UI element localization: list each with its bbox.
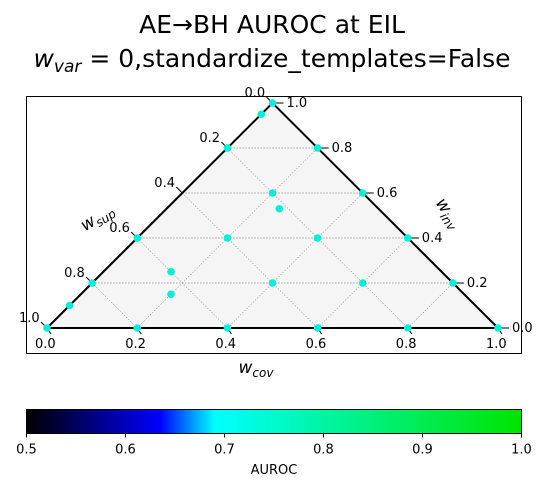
gridline-cov-1 [227, 192, 363, 329]
data-point-23 [494, 324, 502, 332]
colorbar-tick-label-3: 0.8 [313, 443, 334, 458]
ternary-plot-area: 0.0 0.0 0.0 0.2 0.2 0.2 0.4 0.4 0.4 0.6 0.6 0.6 0.8 0… [19, 86, 533, 352]
colorbar-label: AUROC [251, 463, 298, 478]
data-point-21 [404, 324, 412, 332]
data-point-4 [223, 144, 232, 152]
data-point-17 [358, 189, 367, 197]
left-tick-label-3: 0.6 [109, 221, 130, 236]
title-var-symbol: w [33, 44, 54, 73]
bottom-tick-label-3: 0.6 [306, 337, 327, 352]
title-var-sub: var [54, 57, 82, 77]
triangle-outline [44, 101, 501, 329]
data-point-15 [268, 279, 277, 287]
right-tick-label-3: 0.6 [377, 186, 398, 201]
bottom-tick-label-5: 1.0 [486, 337, 507, 352]
colorbar-tick-label-2: 0.7 [214, 443, 235, 458]
triangle-fill [47, 103, 498, 328]
colorbar-ticks: 0.5 0.6 0.7 0.8 0.9 1.0 [16, 433, 532, 458]
data-point-8 [167, 290, 175, 299]
data-point-16 [313, 234, 322, 242]
title-var-rest: = 0,standardize_templates=False [81, 44, 510, 73]
colorbar-tick-label-1: 0.6 [115, 443, 136, 458]
left-tick-label-0: 0.0 [245, 86, 266, 101]
data-point-13 [313, 144, 322, 152]
left-tick-label-4: 0.8 [64, 266, 85, 281]
colorbar [26, 409, 522, 434]
bottom-tick-label-0: 0.0 [35, 337, 56, 352]
left-tick-2 [175, 186, 183, 194]
bottom-axis-label: wcov [239, 358, 275, 380]
data-point-7 [133, 324, 141, 332]
data-point-10 [223, 234, 232, 242]
left-tick-label-5: 1.0 [19, 311, 40, 326]
data-point-6 [268, 99, 277, 107]
bottom-tick-label-1: 0.2 [125, 337, 146, 352]
data-point-19 [313, 324, 322, 332]
right-tick-label-0: 0.0 [512, 321, 533, 336]
left-tick-label-2: 0.4 [154, 176, 175, 191]
data-point-2 [88, 279, 96, 287]
gridline-sup-1 [182, 192, 318, 329]
data-point-11 [275, 204, 284, 213]
data-point-14 [223, 324, 232, 332]
data-point-20 [404, 234, 412, 242]
right-tick-label-4: 0.8 [332, 141, 353, 156]
colorbar-tick-label-0: 0.5 [16, 443, 37, 458]
chart-title-line1: AE→BH AUROC at EIL [139, 10, 405, 39]
data-point-1 [65, 301, 74, 310]
data-point-3 [133, 234, 141, 242]
chart-title-line2: wvar = 0,standardize_templates=False [33, 44, 510, 77]
colorbar-tick-label-4: 0.9 [412, 443, 433, 458]
bottom-tick-label-4: 0.8 [396, 337, 417, 352]
data-point-12 [268, 189, 277, 197]
right-tick-label-5: 1.0 [287, 96, 308, 111]
data-point-18 [358, 279, 367, 287]
left-tick-label-1: 0.2 [199, 131, 220, 146]
right-tick-label-2: 0.4 [422, 231, 443, 246]
data-point-22 [449, 279, 457, 287]
data-point-9 [167, 267, 175, 276]
data-point-0 [43, 324, 51, 332]
data-point-5 [257, 110, 266, 119]
gridline-sup-2 [137, 237, 228, 329]
right-tick-label-1: 0.2 [467, 276, 488, 291]
colorbar-tick-label-5: 1.0 [511, 443, 532, 458]
bottom-tick-label-2: 0.4 [215, 337, 236, 352]
